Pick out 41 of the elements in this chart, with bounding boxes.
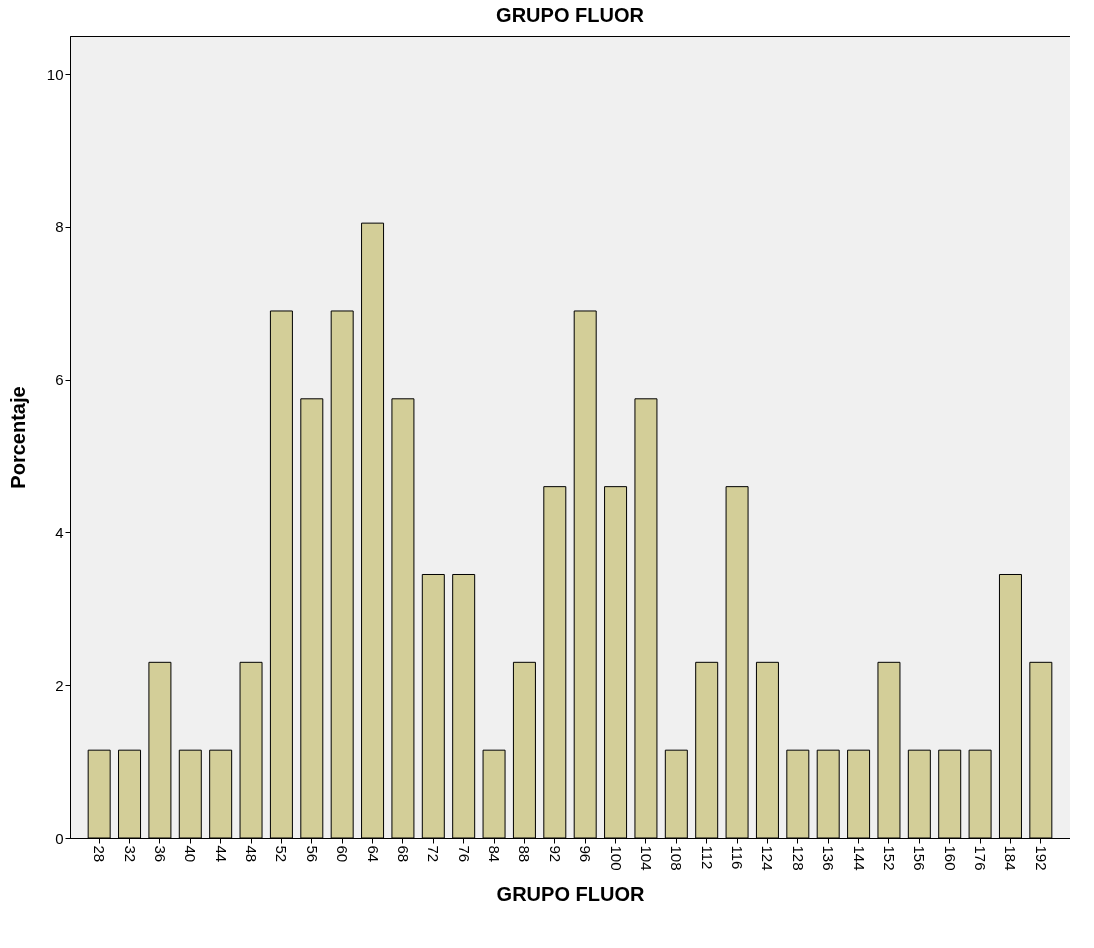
x-tick-label: 176 xyxy=(972,845,990,871)
x-tick-label: 136 xyxy=(820,845,838,871)
y-tick-label: 6 xyxy=(55,371,64,389)
x-tick-label: 52 xyxy=(273,845,291,863)
x-tick-label: 116 xyxy=(729,845,747,870)
x-tick-label: 64 xyxy=(364,845,382,863)
x-tick-label: 156 xyxy=(911,845,929,871)
x-tick-label: 88 xyxy=(516,845,534,863)
y-axis-title: Porcentaje xyxy=(6,386,29,489)
x-tick-label: 112 xyxy=(698,845,716,870)
x-tick-label: 76 xyxy=(455,845,473,863)
x-tick-label: 40 xyxy=(182,845,200,863)
x-tick-label: 60 xyxy=(334,845,352,863)
x-tick-label: 48 xyxy=(243,845,261,863)
chart-title: GRUPO FLUOR xyxy=(496,4,645,26)
x-tick-label: 192 xyxy=(1032,845,1050,871)
x-tick-label: 28 xyxy=(91,845,109,863)
x-tick-label: 32 xyxy=(121,845,139,863)
x-axis-title: GRUPO FLUOR xyxy=(496,882,645,905)
y-tick-label: 2 xyxy=(55,676,64,694)
x-tick-label: 152 xyxy=(880,845,898,871)
x-tick-label: 72 xyxy=(425,845,443,863)
x-tick-label: 128 xyxy=(789,845,807,871)
y-tick-label: 10 xyxy=(46,65,64,83)
y-tick-label: 8 xyxy=(55,218,64,236)
x-tick-label: 36 xyxy=(151,845,169,863)
x-tick-label: 144 xyxy=(850,845,868,871)
x-tick-label: 100 xyxy=(607,845,625,871)
y-tick-label: 0 xyxy=(55,829,64,847)
x-tick-label: 92 xyxy=(546,845,564,863)
x-tick-label: 84 xyxy=(486,845,504,863)
x-tick-label: 96 xyxy=(577,845,595,863)
x-tick-label: 68 xyxy=(394,845,412,863)
x-tick-label: 108 xyxy=(668,845,686,871)
x-tick-label: 44 xyxy=(212,845,230,863)
x-tick-label: 184 xyxy=(1002,845,1020,871)
x-tick-label: 104 xyxy=(637,845,655,871)
x-tick-label: 124 xyxy=(759,845,777,871)
x-tick-label: 160 xyxy=(941,845,959,871)
x-tick-label: 56 xyxy=(303,845,321,863)
y-tick-label: 4 xyxy=(55,523,64,541)
